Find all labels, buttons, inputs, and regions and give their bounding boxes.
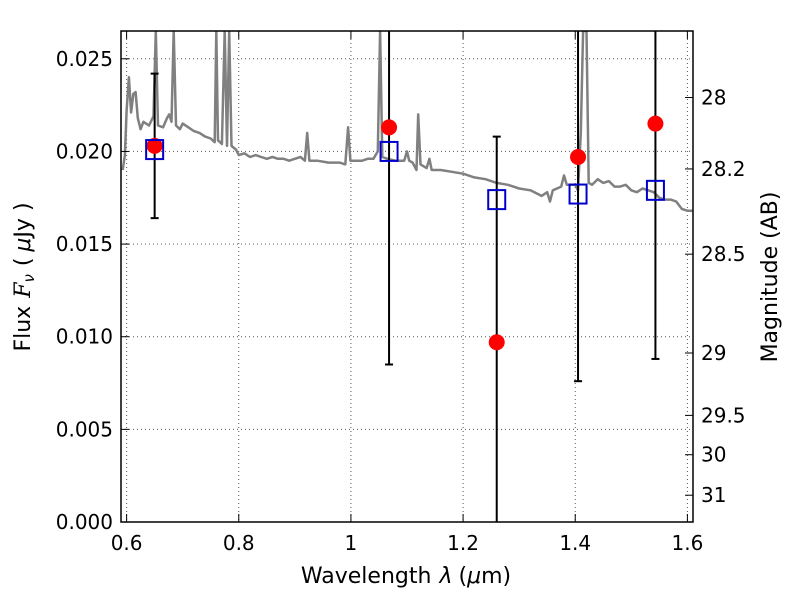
observed-flux-point — [570, 148, 587, 165]
y2-tick-label: 30 — [701, 443, 726, 467]
y2-tick-label: 28.5 — [701, 242, 746, 266]
x-tick-label: 1.4 — [559, 531, 591, 555]
y-axis-label: FluxFν(μJy ) — [11, 202, 38, 351]
model-photometry-point — [379, 140, 399, 162]
y2-tick-label: 31 — [701, 483, 726, 507]
model-spectrum-line — [121, 31, 693, 212]
y2-tick-label: 29 — [701, 341, 726, 365]
plot-frame — [120, 30, 694, 523]
observed-flux-point — [488, 334, 505, 351]
y-tick-label: 0.010 — [56, 325, 113, 349]
observed-points-layer — [146, 115, 664, 351]
y2-tick-label: 28.2 — [701, 157, 746, 181]
model-spectrum-layer — [121, 31, 693, 212]
y2-tick-label: 29.5 — [701, 403, 746, 427]
model-photometry-point — [568, 183, 588, 205]
plot-background — [121, 31, 693, 522]
axis-tick-labels: 0.6 0.8 1 1.2 1.4 1.6 0.000 0.005 0.010 0.015 0.02… — [56, 47, 746, 555]
x-axis-label: Wavelength λ (μm) — [301, 564, 511, 589]
x-tick-label: 0.8 — [223, 531, 255, 555]
model-photometry-point — [145, 139, 165, 161]
observed-flux-point — [146, 137, 163, 154]
observed-flux-point — [381, 119, 398, 136]
y2-tick-label: 28 — [701, 86, 726, 110]
axis-ticks — [121, 31, 693, 523]
y2-axis-label: Magnitude (AB) — [758, 192, 783, 363]
y-tick-label: 0.020 — [56, 139, 113, 163]
model-photometry-layer — [145, 139, 665, 211]
y-tick-label: 0.025 — [56, 47, 113, 71]
x-tick-label: 0.6 — [111, 531, 143, 555]
y-tick-label: 0.000 — [56, 510, 113, 534]
observed-flux-point — [647, 115, 664, 132]
y-tick-label: 0.015 — [56, 232, 113, 256]
model-photometry-point — [487, 189, 507, 211]
x-tick-label: 1 — [345, 531, 358, 555]
x-tick-label: 1.2 — [447, 531, 479, 555]
model-photometry-point — [645, 179, 665, 201]
y-tick-label: 0.005 — [56, 417, 113, 441]
x-tick-label: 1.6 — [671, 531, 703, 555]
